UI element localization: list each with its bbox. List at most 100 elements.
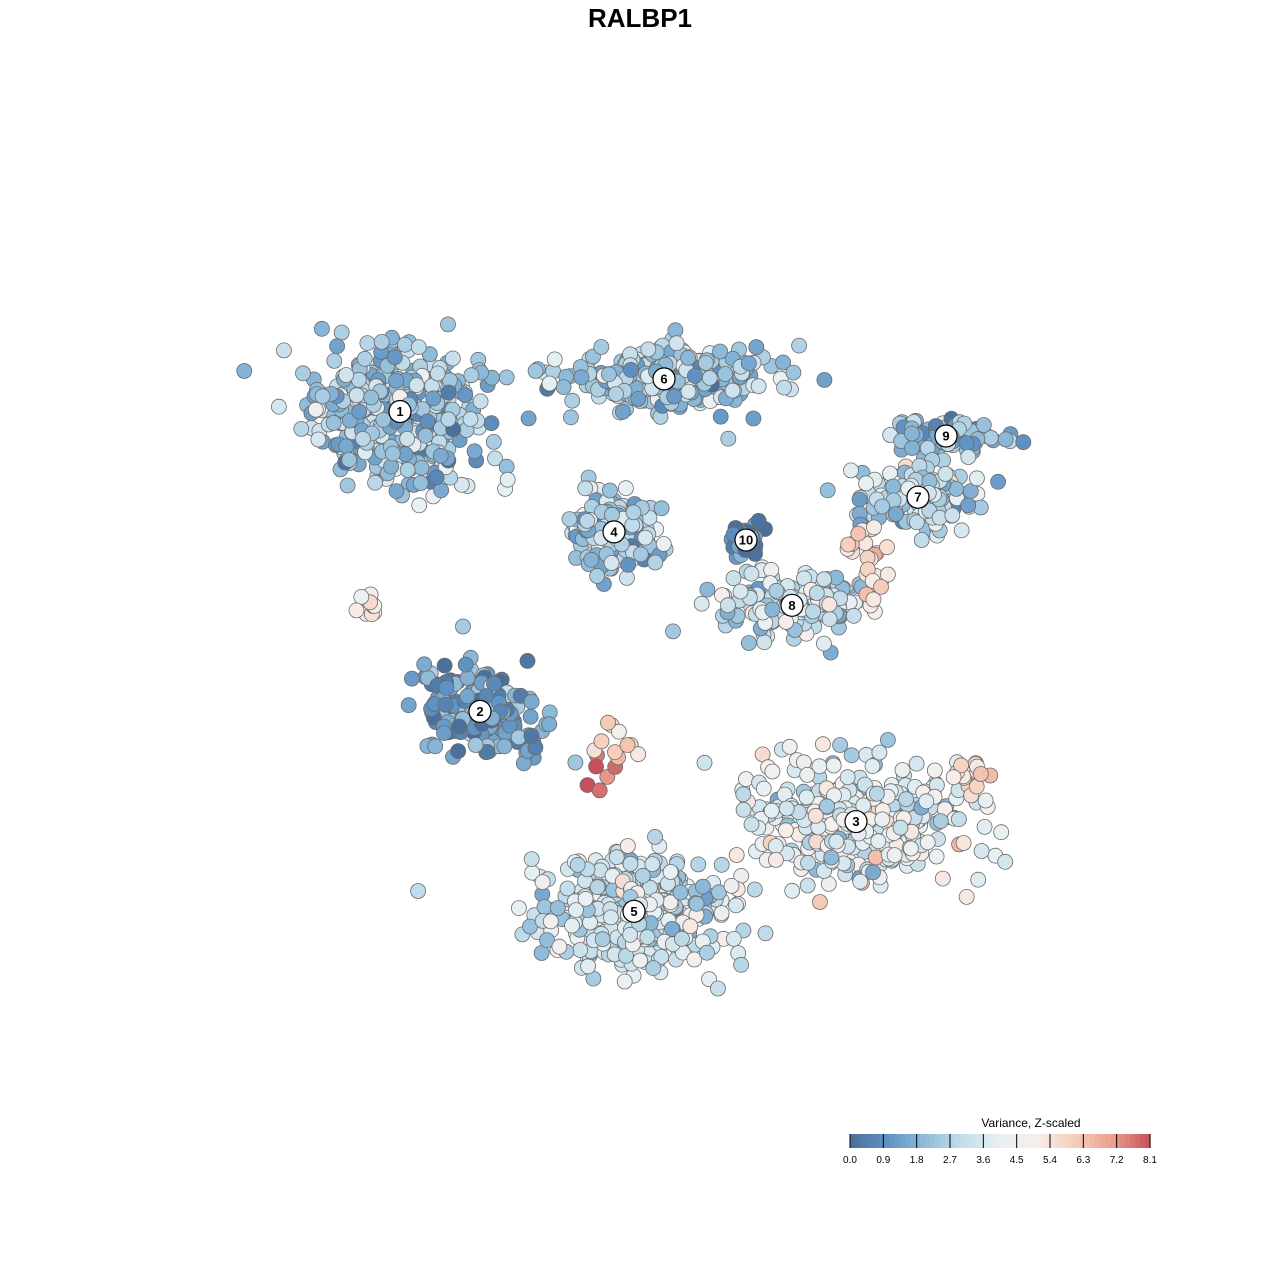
data-point-cluster-3 [798, 789, 815, 806]
data-point-cluster-1 [325, 414, 342, 431]
data-point-cluster-8 [699, 581, 716, 598]
legend-color-segment [955, 1134, 961, 1148]
data-point-cluster-2 [455, 618, 471, 635]
data-point-hotspot [972, 766, 989, 782]
data-point-cluster-3 [864, 758, 881, 774]
data-point-cluster-1 [363, 389, 380, 406]
data-point-cluster-2 [479, 744, 496, 760]
data-point-cluster-1 [440, 316, 456, 333]
cluster-label-10: 10 [734, 528, 758, 552]
data-point-cluster-3 [767, 838, 784, 854]
data-point-cluster-1 [348, 387, 365, 404]
data-point-cluster-5 [690, 856, 707, 873]
data-point-cluster-7 [819, 482, 836, 499]
legend-color-segment [1100, 1134, 1106, 1148]
data-point-cluster-1 [384, 445, 401, 462]
legend-color-segment [875, 1134, 881, 1148]
data-point-cluster-1 [444, 350, 461, 367]
data-point-cluster-1 [333, 324, 350, 341]
data-point-cluster-5 [713, 905, 730, 921]
data-point-hotspot [593, 733, 610, 750]
data-point-cluster-3 [778, 800, 795, 817]
data-point-cluster-1 [338, 438, 355, 455]
data-point-cluster-1 [466, 443, 483, 460]
data-point-cluster-5 [645, 960, 662, 976]
data-point-cluster-2 [403, 670, 420, 687]
data-point-cluster-5 [559, 880, 576, 897]
data-point-cluster-1 [339, 477, 356, 494]
data-point-cluster-1 [307, 401, 324, 418]
legend-tick-label: 7.2 [1110, 1155, 1124, 1166]
data-point-cluster-3 [871, 744, 888, 761]
legend-color-segment [850, 1134, 856, 1148]
data-point-cluster-4 [655, 536, 672, 552]
data-point-cluster-1 [236, 363, 253, 379]
data-point-cluster-1 [472, 393, 489, 410]
legend-color-segment [970, 1134, 976, 1148]
legend-color-segment [920, 1134, 926, 1148]
data-point-cluster-3 [735, 786, 752, 803]
data-point-cluster-10 [750, 512, 767, 529]
data-point-cluster-5 [632, 952, 648, 969]
data-point-cluster-5 [639, 929, 656, 945]
legend-color-segment [1090, 1134, 1096, 1148]
legend-tick-label: 4.5 [1010, 1155, 1024, 1166]
data-point-cluster-3 [874, 811, 891, 828]
data-point-cluster-5 [733, 956, 749, 973]
data-point-cluster-1 [499, 471, 516, 488]
cluster-label-text: 9 [942, 429, 949, 444]
data-point-cluster-7 [990, 473, 1006, 490]
data-point-cluster-3 [955, 835, 972, 851]
legend-color-segment [870, 1134, 876, 1148]
data-point-cluster-6 [740, 355, 757, 372]
legend-color-segment [1020, 1134, 1026, 1148]
cluster-label-text: 1 [396, 404, 403, 419]
data-point-cluster-5 [757, 925, 774, 942]
data-point-cluster-7 [953, 522, 970, 539]
cluster-label-5: 5 [622, 899, 646, 923]
legend-color-segment [910, 1134, 916, 1148]
legend-color-segment [1120, 1134, 1126, 1148]
data-point-cluster-5 [710, 980, 726, 997]
data-point-hotspot [619, 737, 636, 753]
legend-color-segment [1135, 1134, 1141, 1148]
data-point-cluster-5 [634, 867, 651, 884]
data-point-cluster-2 [567, 754, 584, 771]
legend-color-segment [895, 1134, 901, 1148]
data-point-cluster-2 [496, 738, 513, 755]
cluster-label-text: 10 [739, 533, 753, 548]
data-point-hotspot [353, 589, 370, 605]
legend-color-segment [1140, 1134, 1146, 1148]
data-point-cluster-4 [561, 511, 578, 527]
data-point-cluster-1 [293, 420, 310, 437]
data-point-cluster-8 [743, 565, 760, 582]
data-point-cluster-5 [534, 874, 551, 890]
data-point-cluster-2 [427, 738, 444, 755]
data-point-cluster-2 [541, 716, 558, 733]
legend-color-segment [1085, 1134, 1091, 1148]
data-point-cluster-3 [812, 894, 828, 910]
data-point-cluster-6 [527, 363, 544, 379]
legend-color-segment [1115, 1134, 1121, 1148]
data-point-cluster-1 [399, 430, 416, 447]
data-point-cluster-6 [623, 361, 639, 378]
data-point-cluster-1 [326, 352, 343, 369]
data-point-cluster-4 [603, 555, 620, 571]
legend-tick-label: 6.3 [1076, 1155, 1090, 1166]
data-point-hotspot [866, 519, 882, 536]
cluster-label-9: 9 [934, 424, 958, 448]
legend-tick-label: 1.8 [910, 1155, 924, 1166]
legend-color-segment [855, 1134, 861, 1148]
data-point-cluster-3 [976, 819, 993, 835]
data-point-cluster-1 [338, 367, 355, 383]
data-point-cluster-1 [417, 427, 434, 444]
data-point-cluster-2 [523, 727, 540, 744]
data-point-cluster-1 [329, 338, 346, 355]
data-point-cluster-1 [520, 410, 537, 427]
legend-tick-label: 2.7 [943, 1155, 957, 1166]
data-point-cluster-5 [713, 856, 730, 873]
data-point-cluster-6 [775, 354, 791, 371]
data-point-cluster-7 [908, 514, 925, 531]
data-point-cluster-6 [712, 343, 728, 360]
